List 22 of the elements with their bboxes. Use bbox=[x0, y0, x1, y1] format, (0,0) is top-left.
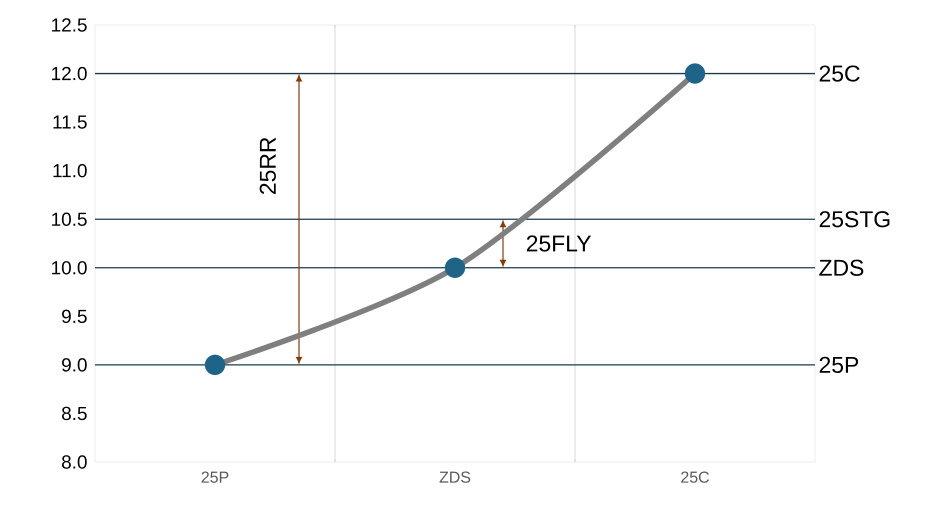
y-tick-label: 12.5 bbox=[52, 18, 87, 32]
annotation: 25FLY bbox=[526, 235, 592, 252]
y-tick-label: 8.5 bbox=[62, 406, 87, 420]
x-tick-label: ZDS bbox=[440, 472, 470, 483]
ref-line-label: ZDS bbox=[819, 260, 864, 276]
point bbox=[444, 258, 466, 278]
point bbox=[684, 63, 706, 84]
ref-line-label: 25P bbox=[820, 356, 858, 373]
x-tick-label: 25P bbox=[202, 472, 228, 483]
x-tick-label: 25C bbox=[681, 472, 710, 483]
annotation: 25RR bbox=[260, 138, 276, 194]
ref-line-label: 25STG bbox=[820, 211, 890, 228]
y-tick-label: 9.0 bbox=[62, 358, 87, 372]
y-tick-label: 8.0 bbox=[62, 455, 87, 469]
y-tick-label: 9.5 bbox=[62, 310, 87, 324]
y-tick-label: 12.0 bbox=[52, 66, 87, 80]
y-tick-label: 10.5 bbox=[52, 212, 87, 226]
y-tick-label: 11.5 bbox=[53, 116, 87, 129]
y-tick-label: 10.0 bbox=[52, 261, 87, 274]
y-tick-label: 11.0 bbox=[53, 164, 87, 178]
point bbox=[204, 354, 226, 376]
ref-line-label: 25C bbox=[820, 65, 860, 82]
